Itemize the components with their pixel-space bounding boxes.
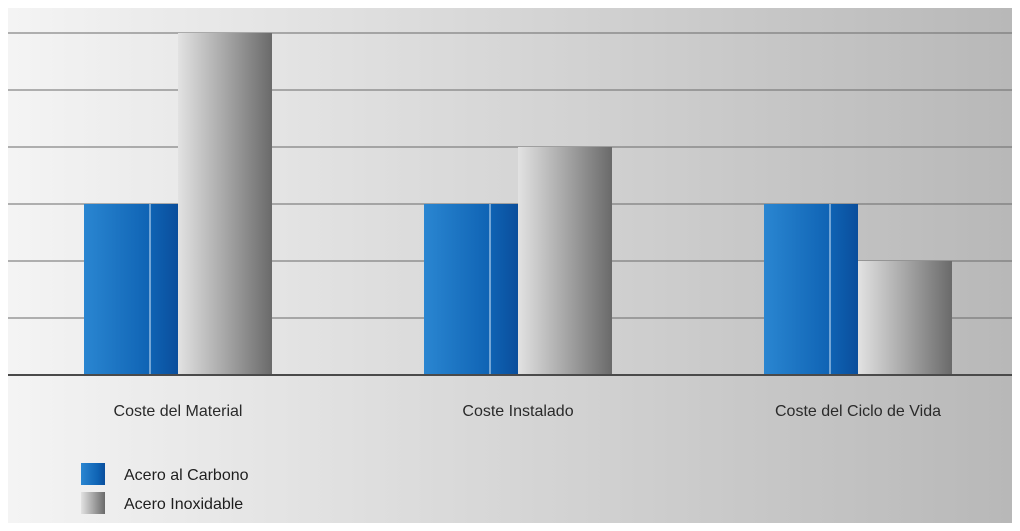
legend: Acero al Carbono Acero Inoxidable — [81, 463, 249, 514]
bar-stainless-steel — [178, 33, 272, 375]
category-label: Coste del Material — [114, 403, 243, 420]
bar-carbon-steel — [84, 204, 178, 375]
legend-item-stainless: Acero Inoxidable — [81, 492, 243, 514]
legend-label: Acero al Carbono — [124, 467, 249, 484]
legend-swatch — [81, 463, 105, 485]
bar-carbon-steel — [424, 204, 518, 375]
bar-chart: Coste del Material Coste Instalado Coste… — [8, 8, 1012, 523]
legend-swatch — [81, 492, 105, 514]
bar-stainless-steel — [858, 261, 952, 375]
chart-panel: Coste del Material Coste Instalado Coste… — [8, 8, 1012, 523]
category-labels: Coste del Material Coste Instalado Coste… — [114, 403, 942, 420]
category-label: Coste del Ciclo de Vida — [775, 403, 941, 420]
bar-carbon-steel — [764, 204, 858, 375]
bars — [84, 33, 952, 375]
legend-item-carbon: Acero al Carbono — [81, 463, 249, 485]
category-label: Coste Instalado — [462, 403, 573, 420]
bar-stainless-steel — [518, 147, 612, 375]
legend-label: Acero Inoxidable — [124, 496, 243, 513]
